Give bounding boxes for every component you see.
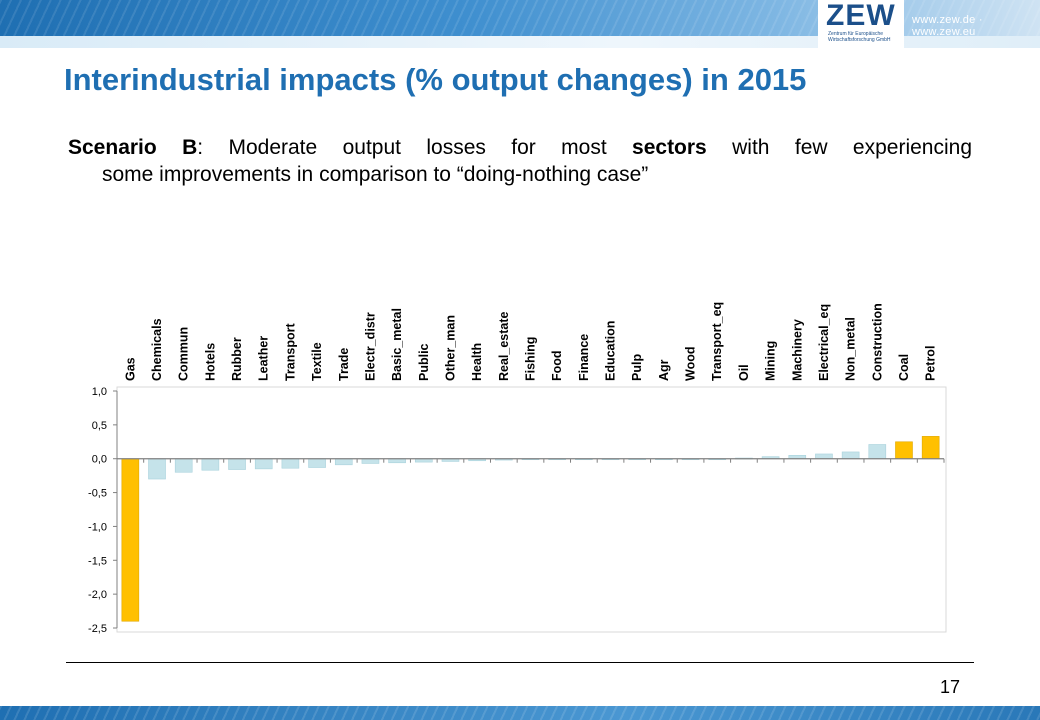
category-label: Food (550, 350, 564, 381)
category-label: Hotels (203, 343, 217, 381)
category-label: Non_metal (844, 317, 858, 381)
category-label: Commun (177, 327, 191, 381)
category-label: Electrical_eq (817, 304, 831, 381)
category-label: Other_man (443, 315, 457, 381)
category-label: Pulp (630, 354, 644, 381)
logo-wordmark: ZEW (826, 0, 896, 32)
category-label: Petrol (924, 346, 938, 381)
subtitle-text-2: with few experiencing (706, 136, 972, 159)
category-label: Construction (870, 303, 884, 381)
header-banner-stripe (0, 36, 1040, 48)
category-label: Gas (123, 357, 137, 381)
category-label: Coal (897, 354, 911, 381)
category-label: Education (604, 321, 618, 381)
bar-hotels (201, 458, 220, 471)
y-tick-label: 0,5 (92, 420, 107, 432)
category-label: Health (470, 343, 484, 381)
bar-construction (868, 444, 887, 460)
y-tick-label: -1,5 (88, 555, 107, 567)
bar-basic-metal (388, 458, 406, 464)
category-label: Wood (684, 347, 698, 381)
category-label: Agr (657, 359, 671, 381)
bar-electrical-eq (815, 453, 833, 460)
category-label: Finance (577, 334, 591, 381)
page-title: Interindustrial impacts (% output change… (64, 62, 807, 97)
site-url: www.zew.de · www.zew.eu (912, 14, 983, 38)
category-label: Basic_metal (390, 308, 404, 381)
y-tick-label: -0,5 (88, 488, 107, 500)
bar-leather (254, 458, 273, 470)
bar-non-metal (841, 451, 860, 460)
y-tick-label: -2,5 (88, 623, 107, 635)
category-label: Public (417, 343, 431, 381)
page-number: 17 (940, 677, 961, 697)
category-label: Trade (337, 348, 351, 381)
subtitle: Scenario B: Moderate output losses for m… (68, 134, 972, 188)
category-label: Rubber (230, 337, 244, 381)
bar-coal (895, 441, 913, 460)
category-label: Fishing (524, 337, 538, 381)
category-label: Oil (737, 364, 751, 381)
y-tick-label: -2,0 (88, 589, 107, 601)
category-label: Mining (764, 341, 778, 381)
bar-gas (121, 458, 140, 622)
plot-area (116, 386, 947, 633)
y-tick-label: -1,0 (88, 521, 107, 533)
category-label: Electr_distr (363, 312, 377, 381)
y-tick-label: 1,0 (92, 386, 107, 398)
category-label: Leather (257, 336, 271, 381)
footer-banner (0, 706, 1040, 720)
bar-commun (174, 458, 193, 473)
bar-trade (334, 458, 353, 466)
category-label: Real_estate (497, 311, 511, 381)
bar-rubber (228, 458, 246, 470)
footer-rule (66, 662, 974, 663)
category-label: Machinery (790, 319, 804, 381)
y-tick-label: 0,0 (92, 454, 107, 466)
bar-textile (308, 458, 326, 468)
category-label: Transport (283, 323, 297, 381)
bar-petrol (921, 436, 940, 460)
subtitle-line-2: some improvements in comparison to “doin… (102, 163, 649, 186)
zew-logo[interactable]: ZEW Zentrum für Europäische Wirtschaftsf… (818, 0, 904, 48)
bar-chemicals (148, 458, 166, 480)
logo-subtext: Zentrum für Europäische Wirtschaftsforsc… (828, 31, 891, 43)
category-label: Transport_eq (710, 302, 724, 381)
category-label: Chemicals (150, 318, 164, 381)
bar-transport (281, 458, 300, 469)
bar-electr-distr (361, 458, 380, 464)
subtitle-sectors: sectors (632, 136, 707, 159)
subtitle-text-1: : Moderate output losses for most (197, 136, 633, 159)
subtitle-scenario: Scenario B (68, 136, 198, 159)
category-label: Textile (310, 342, 324, 381)
